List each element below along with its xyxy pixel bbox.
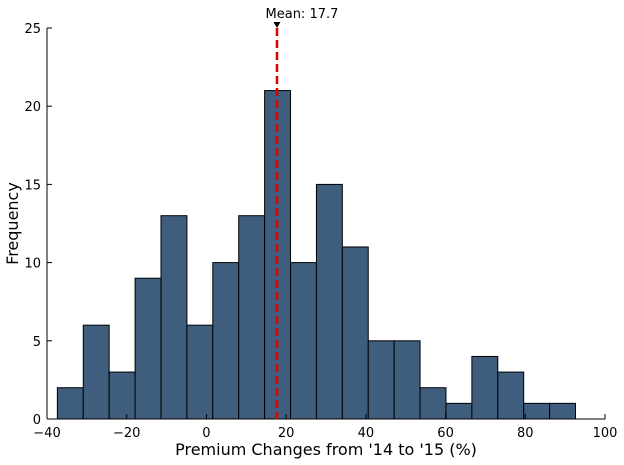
- y-tick-label: 15: [24, 178, 41, 193]
- histogram-bar: [393, 340, 421, 420]
- y-axis-ticks: 0 5 10 15 20 25: [24, 22, 52, 428]
- histogram-bar: [108, 371, 136, 420]
- histogram-bar: [497, 371, 525, 420]
- x-axis-title: Premium Changes from '14 to '15 (%): [175, 440, 477, 459]
- histogram-bar: [212, 262, 240, 420]
- histogram-bar: [56, 387, 84, 420]
- histogram-bar: [238, 215, 266, 420]
- bars-group: [56, 90, 577, 420]
- x-tick-label: 100: [593, 426, 618, 441]
- histogram-bar: [419, 387, 447, 420]
- y-tick-label: 10: [24, 257, 41, 272]
- y-tick-label: 0: [33, 413, 41, 428]
- mean-marker-triangle: [273, 22, 281, 28]
- histogram-bar: [471, 355, 499, 420]
- y-axis-title: Frequency: [3, 182, 22, 265]
- x-tick-label: 40: [358, 426, 375, 441]
- x-tick-label: −20: [113, 426, 140, 441]
- histogram-bar: [445, 402, 473, 420]
- histogram-bar: [134, 277, 162, 420]
- mean-label: Mean: 17.7: [266, 7, 339, 22]
- histogram-bar: [315, 183, 343, 420]
- histogram-bar: [186, 324, 214, 420]
- x-axis-ticks: −40 −20 0 20 40 60 80 100: [33, 414, 617, 441]
- histogram-bar: [367, 340, 395, 420]
- histogram-bar: [341, 246, 369, 420]
- axes-group: −40 −20 0 20 40 60 80 100 0 5 10 15 20 25: [24, 22, 617, 441]
- histogram-bar: [290, 262, 317, 420]
- y-tick-label: 25: [24, 22, 41, 37]
- x-tick-label: 80: [517, 426, 534, 441]
- y-tick-label: 5: [33, 335, 41, 350]
- x-tick-label: −40: [33, 426, 60, 441]
- y-tick-label: 20: [24, 100, 41, 115]
- histogram-bar: [523, 402, 551, 420]
- histogram-bar: [549, 402, 577, 420]
- x-tick-label: 60: [437, 426, 454, 441]
- x-tick-label: 20: [278, 426, 295, 441]
- histogram-bar: [160, 215, 188, 420]
- x-tick-label: 0: [202, 426, 210, 441]
- histogram-bar: [82, 324, 110, 420]
